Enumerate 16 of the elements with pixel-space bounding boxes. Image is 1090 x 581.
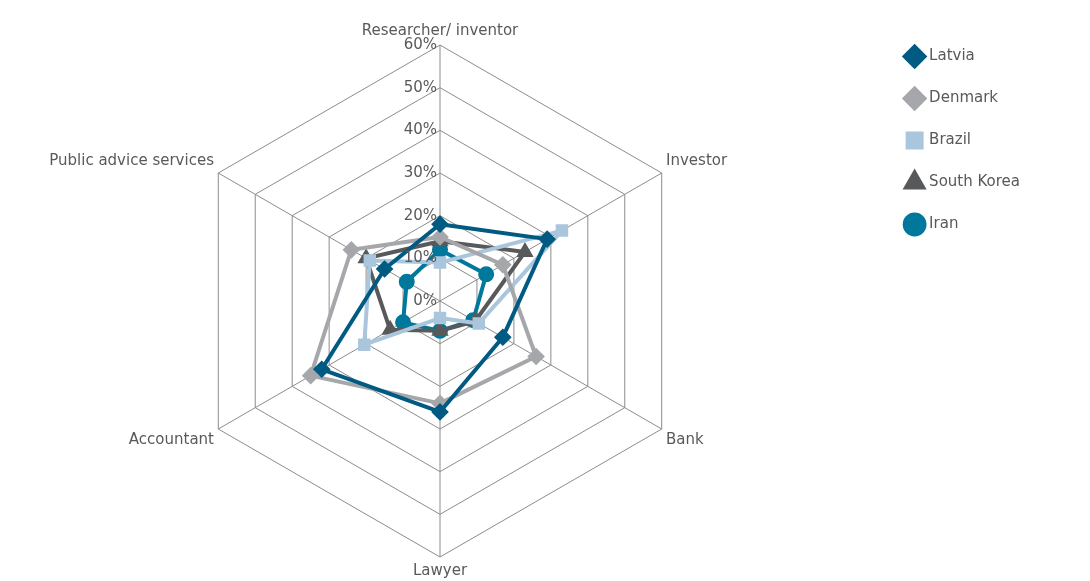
- spoke-label: Accountant: [128, 430, 215, 449]
- legend-label: Brazil: [929, 130, 971, 149]
- spoke-label: Public advice services: [49, 151, 215, 170]
- spoke-label: Bank: [666, 430, 705, 449]
- y-tick-label: 20%: [403, 205, 437, 224]
- spoke-label: Investor: [666, 151, 728, 170]
- y-tick-label: 50%: [403, 77, 437, 96]
- y-tick-label: 30%: [403, 162, 437, 181]
- legend-label: South Korea: [929, 172, 1020, 191]
- y-tick-label: 40%: [403, 120, 437, 139]
- legend-label: Denmark: [929, 88, 999, 107]
- y-tick-label: 10%: [403, 248, 437, 267]
- legend-label: Iran: [929, 214, 959, 233]
- spoke-label: Lawyer: [412, 560, 468, 579]
- y-tick-label: 0%: [413, 290, 437, 309]
- legend-label: Latvia: [929, 46, 975, 65]
